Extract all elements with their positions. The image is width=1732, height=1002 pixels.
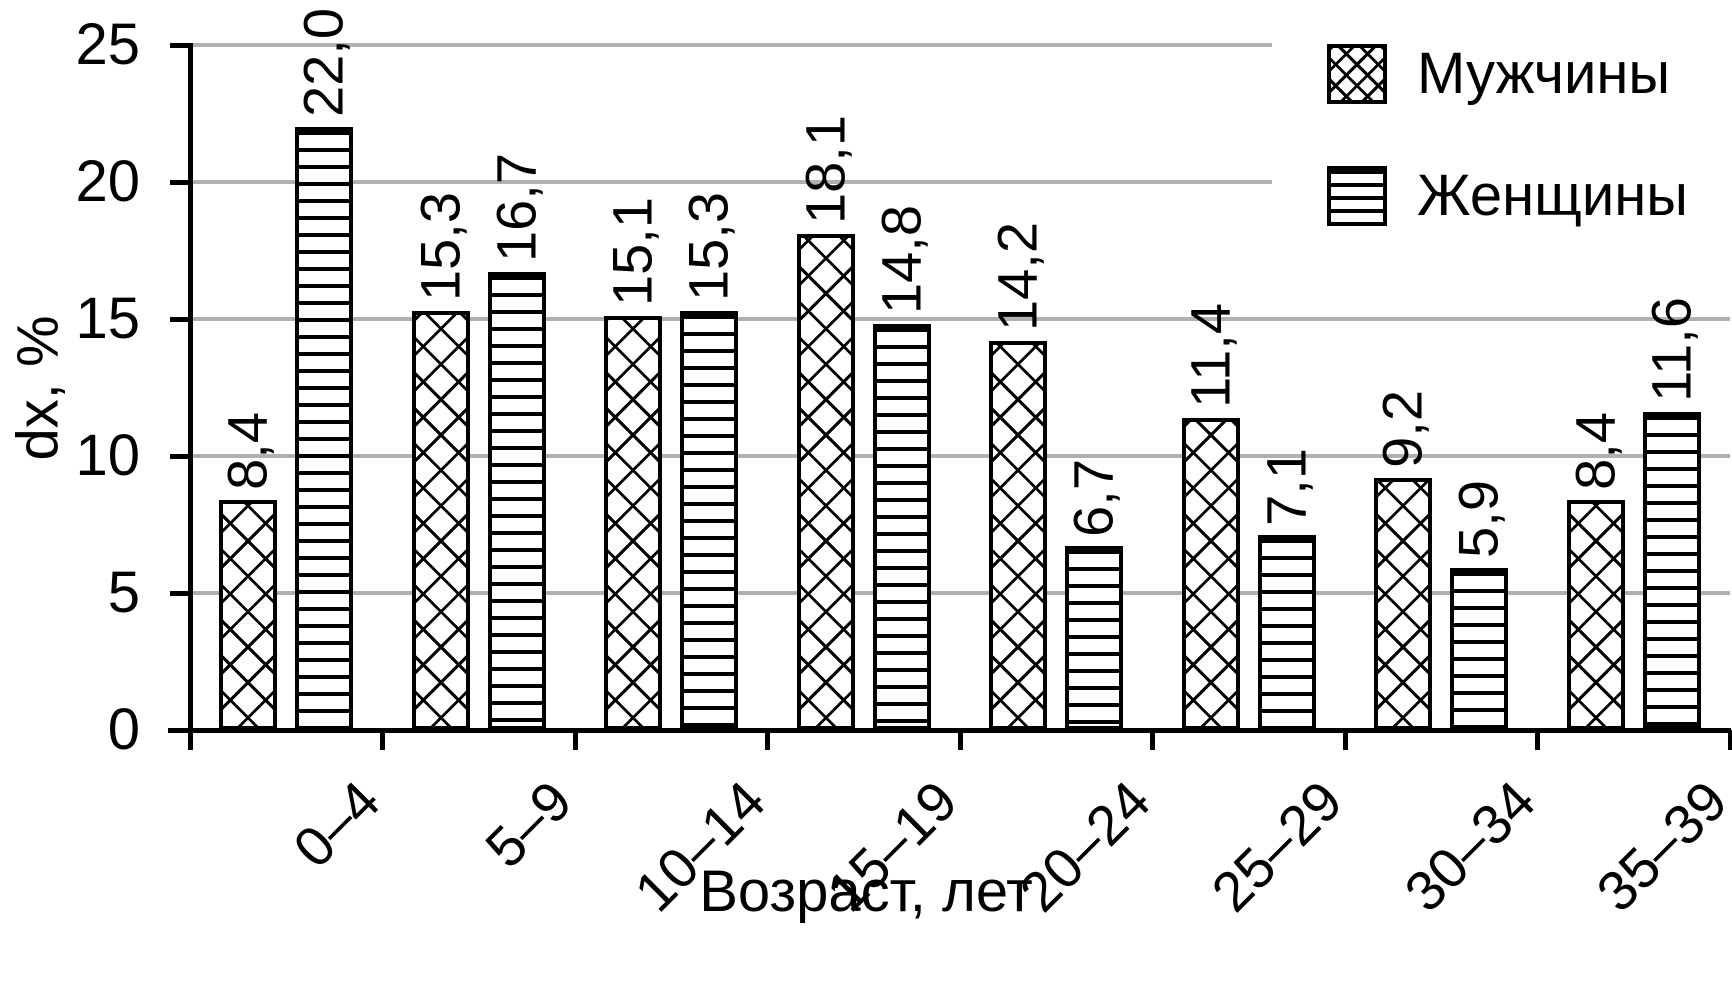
value-label-women-3: 14,8 [869,205,933,315]
gridline-15 [190,317,1730,321]
plot-area: 8,4 22,0 15,3 16,7 15,1 15,3 18,1 14,8 14,2 6,7 11… [190,8,1730,730]
x-tick-4 [957,730,963,750]
legend-item-men: Мужчины [1327,44,1732,104]
value-label-men-0: 8,4 [215,411,279,490]
x-tick-7 [1535,730,1540,750]
x-tick-5 [1150,730,1155,750]
bar-women-1 [487,272,546,730]
value-label-men-4: 14,2 [985,221,1049,331]
value-label-men-5: 11,4 [1178,302,1242,408]
y-tick-label-20: 20 [75,149,140,214]
y-tick-25 [170,42,190,48]
bar-men-1 [411,310,470,730]
y-tick-0 [170,727,190,733]
y-tick-label-25: 25 [75,12,140,77]
value-label-men-3: 18,1 [793,115,857,225]
bar-men-3 [796,234,855,730]
bar-men-6 [1374,477,1433,730]
x-tick-2 [572,730,578,750]
value-label-women-1: 16,7 [484,153,548,263]
value-label-men-7: 8,4 [1563,411,1627,490]
bar-women-4 [1065,546,1124,730]
legend-label-women: Женщины [1417,163,1688,228]
y-tick-label-0: 0 [107,697,140,762]
crosshatch-swatch-icon [1327,44,1387,104]
value-label-women-2: 15,3 [676,191,740,301]
bar-men-4 [989,340,1048,730]
y-tick-20 [170,179,190,185]
value-label-women-7: 11,6 [1639,297,1703,403]
value-label-men-1: 15,3 [408,191,472,301]
y-axis-line [188,43,193,748]
value-label-women-0: 22,0 [291,8,355,118]
y-tick-15 [170,316,190,322]
value-label-women-6: 5,9 [1446,480,1510,559]
x-tick-8 [1727,730,1732,750]
gridline-10 [190,454,1730,458]
y-tick-10 [170,453,190,459]
value-label-women-4: 6,7 [1061,458,1125,537]
bar-men-0 [219,499,278,730]
value-label-men-6: 9,2 [1370,390,1434,468]
x-tick-6 [1342,730,1348,750]
bar-women-2 [680,310,739,730]
x-tick-3 [765,730,770,750]
bar-men-2 [604,316,663,730]
bar-men-7 [1566,499,1625,730]
x-axis-line [168,728,1731,733]
bar-women-6 [1450,568,1509,730]
y-tick-label-15: 15 [75,286,140,351]
value-label-men-2: 15,1 [600,197,664,307]
legend: Мужчины Женщины [1272,28,1732,242]
bar-women-7 [1642,412,1701,730]
hlines-swatch-icon [1327,166,1387,226]
x-axis-title: Возраст, лет [699,859,1033,924]
bar-women-5 [1257,535,1316,730]
bar-women-0 [295,127,354,730]
x-tick-0 [187,730,193,750]
gridline-5 [190,591,1730,595]
bar-women-3 [872,324,931,730]
gridline-25 [190,43,1730,47]
y-tick-label-5: 5 [107,560,140,625]
y-tick-5 [170,590,190,596]
y-tick-label-10: 10 [75,423,140,488]
value-label-women-5: 7,1 [1254,447,1318,526]
legend-item-women: Женщины [1327,166,1732,226]
bar-men-5 [1181,417,1240,730]
x-tick-1 [380,730,385,750]
gridline-20 [190,180,1730,184]
legend-label-men: Мужчины [1417,41,1671,106]
